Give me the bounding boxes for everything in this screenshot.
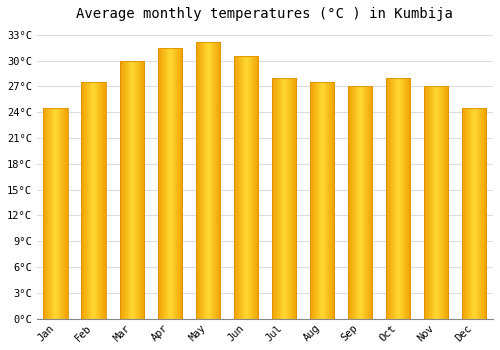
Title: Average monthly temperatures (°C ) in Kumbija: Average monthly temperatures (°C ) in Ku…	[76, 7, 454, 21]
